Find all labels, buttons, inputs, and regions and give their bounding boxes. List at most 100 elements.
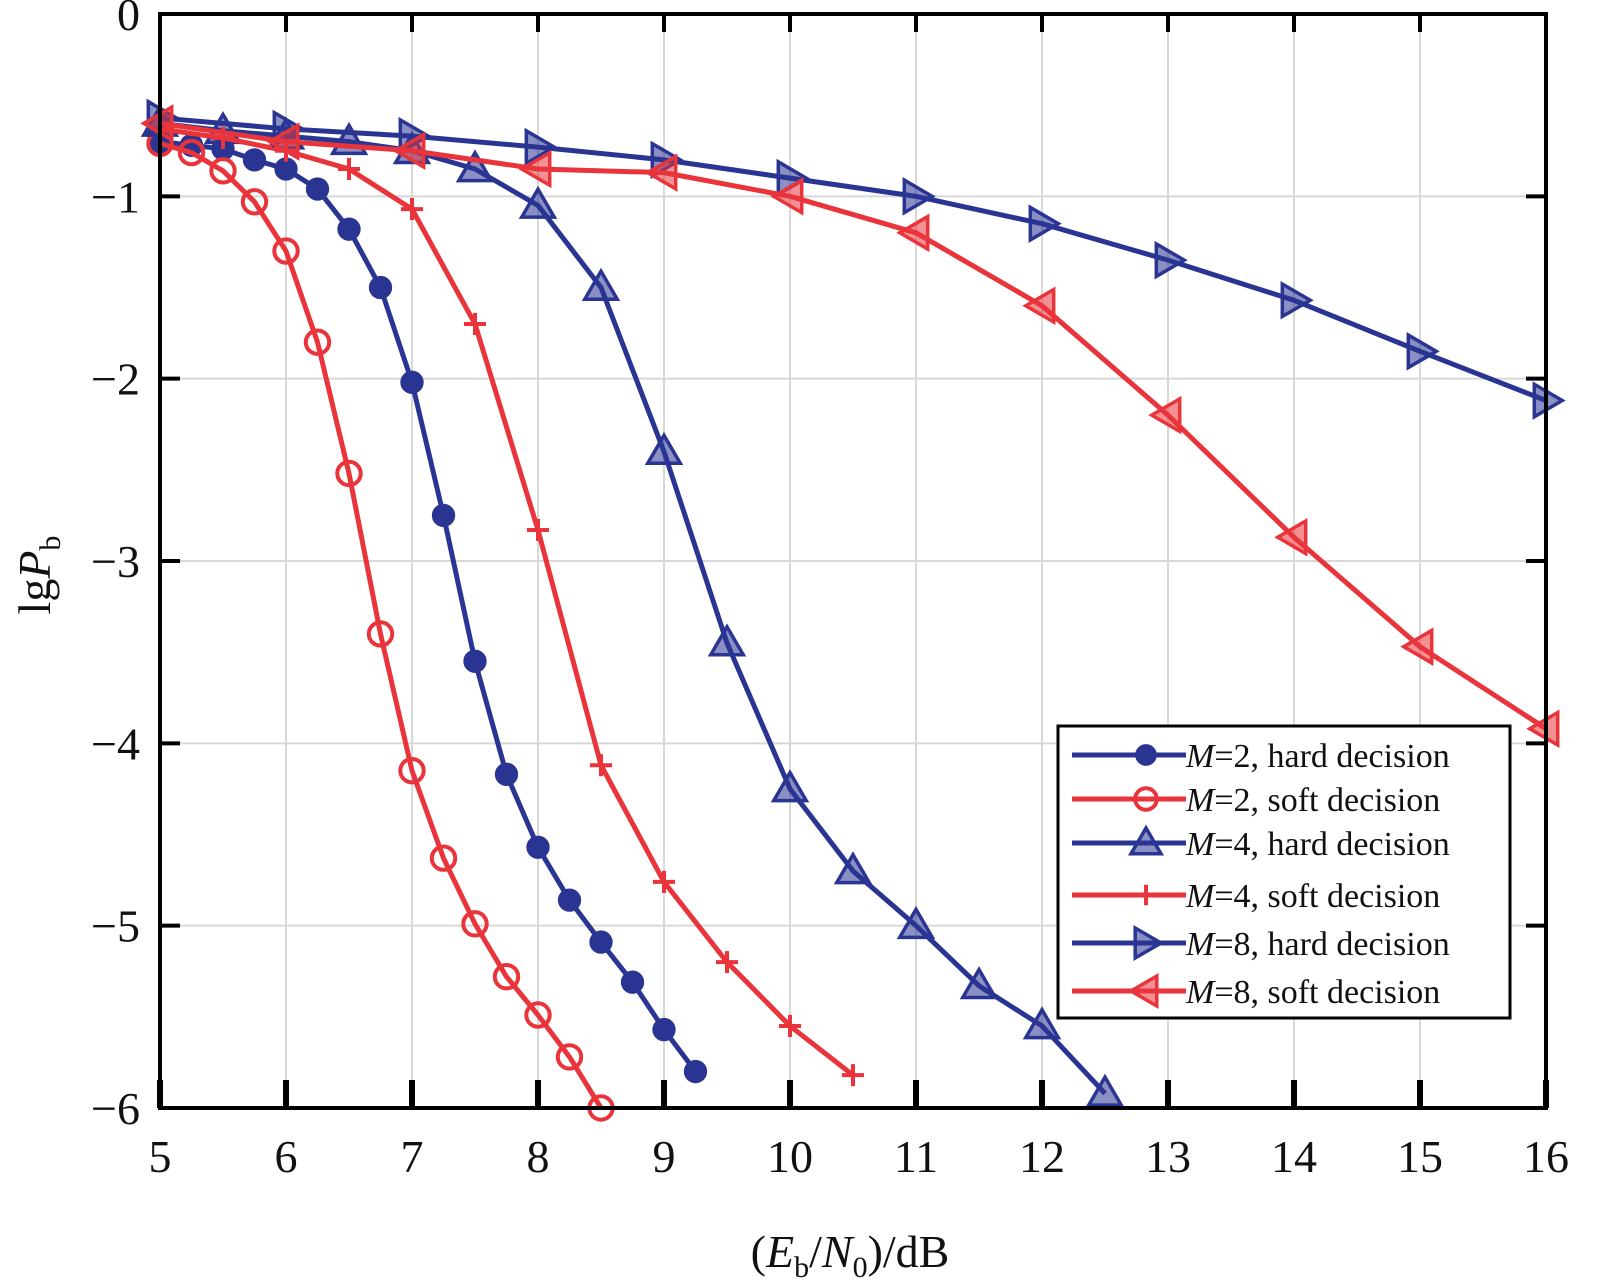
- legend-label-m: M: [1185, 738, 1216, 775]
- series-line: [159, 126, 855, 1078]
- series-4: [148, 117, 865, 1087]
- x-tick-label: 13: [1145, 1131, 1191, 1182]
- data-point: [1400, 627, 1434, 666]
- legend-entry: M=8, soft decision: [1072, 972, 1440, 1011]
- data-point: [1274, 518, 1308, 557]
- x-axis-label-close: )/dB: [868, 1226, 950, 1277]
- data-point: [652, 1017, 676, 1042]
- legend-label-m: M: [1185, 878, 1216, 915]
- x-tick-label: 9: [653, 1131, 676, 1182]
- data-point: [337, 157, 361, 181]
- data-point: [833, 851, 873, 885]
- data-point: [303, 328, 332, 356]
- data-point: [400, 370, 424, 394]
- y-tick-label: −5: [91, 901, 140, 952]
- legend-label-m: M: [1185, 782, 1216, 819]
- legend-label-rest: =2, hard decision: [1214, 738, 1449, 775]
- data-point: [896, 213, 930, 253]
- data-point: [518, 149, 552, 189]
- data-point: [524, 127, 558, 167]
- data-point: [272, 237, 300, 265]
- x-tick-label: 6: [275, 1131, 298, 1182]
- x-axis-label-n-sub: 0: [853, 1251, 868, 1284]
- data-point: [1133, 786, 1159, 812]
- data-point: [778, 1014, 802, 1037]
- x-axis-label-slash: /: [809, 1226, 822, 1277]
- data-point: [526, 518, 550, 542]
- series-layer: [140, 98, 1566, 1122]
- x-tick-label: 7: [401, 1131, 424, 1182]
- data-point: [140, 104, 174, 143]
- x-tick-label: 5: [149, 1131, 172, 1182]
- data-point: [557, 888, 582, 912]
- legend-label-rest: =8, soft decision: [1214, 974, 1440, 1011]
- series-line: [159, 139, 698, 1074]
- series-2: [146, 129, 615, 1122]
- data-point: [1526, 709, 1560, 749]
- legend-label-rest: =2, soft decision: [1214, 782, 1440, 819]
- y-tick-label: −6: [91, 1083, 140, 1134]
- data-point: [715, 951, 739, 974]
- data-point: [683, 1059, 708, 1084]
- y-axis-label: lgPb: [9, 536, 67, 615]
- series-line: [159, 141, 604, 1110]
- data-point: [1148, 395, 1182, 435]
- y-axis-label-sub: b: [34, 536, 67, 551]
- data-point: [463, 312, 487, 336]
- legend-label: M=2, hard decision: [1185, 738, 1450, 775]
- data-point: [337, 217, 361, 241]
- x-axis-label-e: E: [765, 1226, 794, 1277]
- x-axis-label-open: (: [751, 1226, 766, 1277]
- data-point: [492, 963, 521, 991]
- data-point: [526, 835, 550, 859]
- data-point: [429, 844, 458, 872]
- x-tick-label: 15: [1397, 1131, 1443, 1182]
- legend-entry: M=2, soft decision: [1072, 782, 1440, 819]
- data-point: [431, 503, 456, 528]
- data-point: [242, 148, 267, 172]
- data-point: [620, 970, 645, 994]
- data-point: [841, 1064, 865, 1087]
- legend-label: M=4, soft decision: [1185, 878, 1440, 915]
- data-point: [209, 157, 237, 185]
- data-point: [1154, 240, 1188, 280]
- legend-label-rest: =4, soft decision: [1214, 878, 1440, 915]
- y-axis-label-p: P: [9, 551, 60, 580]
- tick-labels: 5 6 7 8 9 10 11 12 13 14 15 16 0 −1 −2 −3 −4 −5 −6: [91, 0, 1569, 1182]
- data-point: [1127, 972, 1159, 1010]
- data-point: [555, 1043, 584, 1071]
- series-6: [140, 104, 1560, 749]
- x-axis-label-n: N: [821, 1226, 855, 1277]
- series-line: [159, 120, 1548, 731]
- data-point: [368, 275, 393, 300]
- legend-entry: M=4, hard decision: [1072, 824, 1450, 863]
- legend-label-m: M: [1185, 926, 1216, 963]
- data-point: [1135, 744, 1157, 766]
- legend-label-m: M: [1185, 826, 1216, 863]
- series-1: [148, 129, 708, 1084]
- data-point: [392, 131, 426, 171]
- data-point: [1135, 884, 1157, 906]
- data-point: [644, 431, 684, 466]
- legend-label: M=2, soft decision: [1185, 782, 1440, 819]
- data-point: [1532, 381, 1566, 420]
- legend-label: M=8, hard decision: [1185, 926, 1450, 963]
- data-point: [644, 153, 678, 192]
- data-point: [770, 177, 804, 216]
- data-point: [305, 177, 330, 201]
- data-point: [1127, 824, 1165, 856]
- data-point: [494, 762, 519, 786]
- data-point: [524, 1001, 552, 1029]
- x-tick-label: 14: [1271, 1131, 1317, 1182]
- legend-entry: M=2, hard decision: [1072, 738, 1450, 775]
- data-point: [366, 620, 395, 648]
- legend-box: [1056, 724, 1512, 1020]
- data-point: [177, 138, 206, 167]
- data-point: [1406, 332, 1440, 371]
- data-point: [455, 149, 495, 183]
- x-tick-label: 12: [1019, 1131, 1065, 1182]
- data-point: [1280, 280, 1314, 320]
- data-point: [240, 188, 269, 216]
- data-point: [589, 930, 613, 954]
